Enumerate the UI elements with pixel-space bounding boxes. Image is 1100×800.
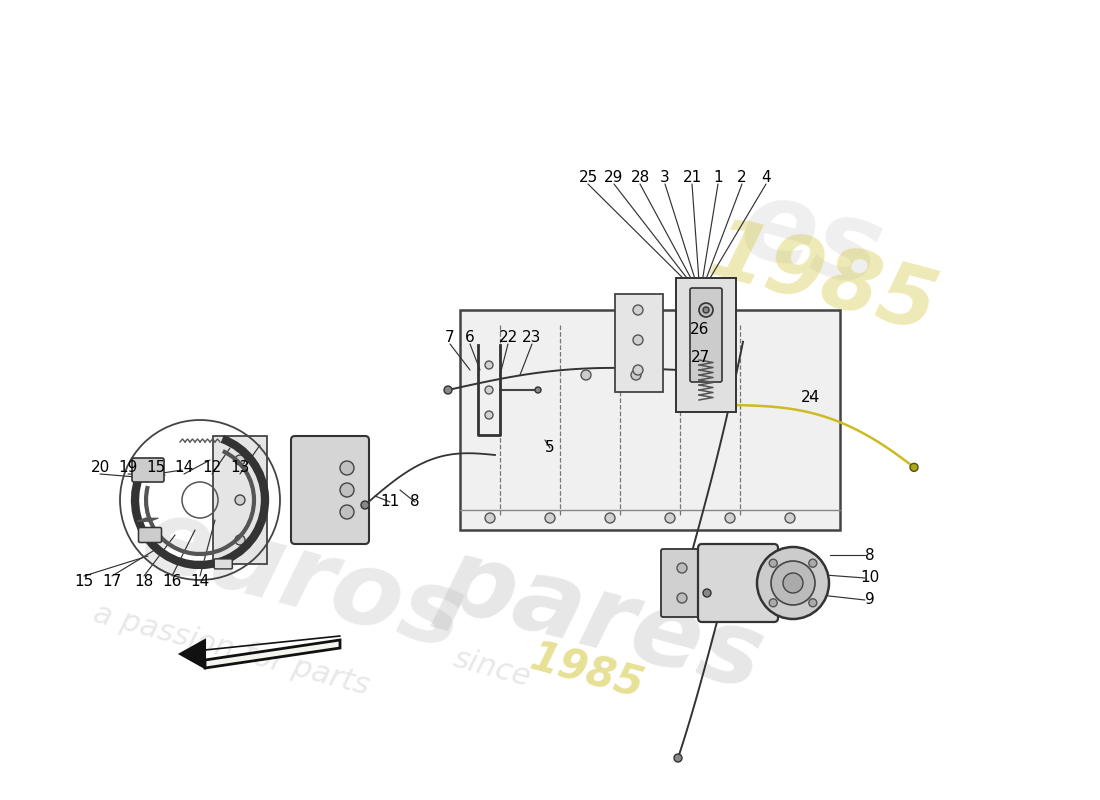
Text: 7: 7: [446, 330, 454, 346]
Text: 10: 10: [860, 570, 880, 586]
Text: 1: 1: [713, 170, 723, 186]
Text: 14: 14: [190, 574, 210, 590]
Text: pares: pares: [430, 529, 773, 711]
Text: 6: 6: [465, 330, 475, 346]
Circle shape: [769, 559, 778, 567]
Circle shape: [808, 559, 817, 567]
Text: 23: 23: [522, 330, 541, 346]
Circle shape: [485, 411, 493, 419]
Circle shape: [725, 513, 735, 523]
Text: 24: 24: [801, 390, 820, 406]
FancyBboxPatch shape: [132, 458, 164, 482]
Circle shape: [698, 303, 713, 317]
FancyBboxPatch shape: [214, 559, 232, 569]
FancyBboxPatch shape: [615, 294, 662, 391]
Circle shape: [235, 495, 245, 505]
Circle shape: [632, 365, 644, 375]
Circle shape: [703, 307, 710, 313]
Text: 12: 12: [202, 461, 221, 475]
Circle shape: [535, 387, 541, 393]
Circle shape: [676, 593, 688, 603]
Circle shape: [581, 370, 591, 380]
Circle shape: [361, 501, 368, 509]
Circle shape: [340, 483, 354, 497]
Text: 1985: 1985: [700, 211, 945, 349]
Circle shape: [485, 513, 495, 523]
Text: 15: 15: [75, 574, 94, 590]
Text: 29: 29: [604, 170, 624, 186]
Polygon shape: [460, 310, 840, 530]
Text: 18: 18: [134, 574, 154, 590]
Circle shape: [783, 573, 803, 593]
Text: 11: 11: [381, 494, 399, 510]
Text: 5: 5: [546, 441, 554, 455]
Circle shape: [544, 513, 556, 523]
Circle shape: [674, 754, 682, 762]
Polygon shape: [180, 640, 205, 668]
Text: 13: 13: [230, 461, 250, 475]
Circle shape: [757, 547, 829, 619]
Text: since: since: [450, 644, 535, 692]
Text: es: es: [730, 170, 894, 310]
FancyBboxPatch shape: [676, 278, 736, 412]
Circle shape: [632, 335, 644, 345]
FancyBboxPatch shape: [213, 436, 267, 564]
Text: 22: 22: [498, 330, 518, 346]
FancyBboxPatch shape: [661, 549, 703, 617]
Circle shape: [632, 305, 644, 315]
Text: 8: 8: [866, 547, 874, 562]
FancyBboxPatch shape: [690, 288, 722, 382]
Text: 2: 2: [737, 170, 747, 186]
Circle shape: [485, 361, 493, 369]
Circle shape: [808, 598, 817, 606]
Circle shape: [769, 598, 778, 606]
Circle shape: [444, 386, 452, 394]
Circle shape: [485, 386, 493, 394]
Text: 25: 25: [579, 170, 597, 186]
Text: 16: 16: [163, 574, 182, 590]
Circle shape: [605, 513, 615, 523]
Circle shape: [676, 563, 688, 573]
Polygon shape: [205, 640, 340, 668]
Text: 8: 8: [410, 494, 420, 510]
Text: 19: 19: [119, 461, 138, 475]
Circle shape: [235, 535, 245, 545]
Text: 26: 26: [691, 322, 710, 338]
Circle shape: [235, 455, 245, 465]
FancyBboxPatch shape: [139, 527, 162, 542]
Text: a passion for parts: a passion for parts: [90, 599, 373, 701]
FancyBboxPatch shape: [698, 544, 778, 622]
Circle shape: [666, 513, 675, 523]
Text: 21: 21: [682, 170, 702, 186]
Text: 3: 3: [660, 170, 670, 186]
Text: 28: 28: [630, 170, 650, 186]
Circle shape: [703, 589, 711, 597]
FancyBboxPatch shape: [292, 436, 368, 544]
Circle shape: [340, 461, 354, 475]
Text: 20: 20: [90, 461, 110, 475]
Circle shape: [910, 463, 918, 471]
Text: euros: euros: [130, 489, 474, 671]
Text: 17: 17: [102, 574, 122, 590]
Text: 27: 27: [691, 350, 710, 366]
Text: 14: 14: [175, 461, 194, 475]
Text: 1985: 1985: [525, 637, 648, 707]
Circle shape: [340, 505, 354, 519]
Circle shape: [631, 370, 641, 380]
Text: 4: 4: [761, 170, 771, 186]
Circle shape: [785, 513, 795, 523]
Text: 15: 15: [146, 461, 166, 475]
Text: 9: 9: [865, 593, 874, 607]
Circle shape: [771, 561, 815, 605]
